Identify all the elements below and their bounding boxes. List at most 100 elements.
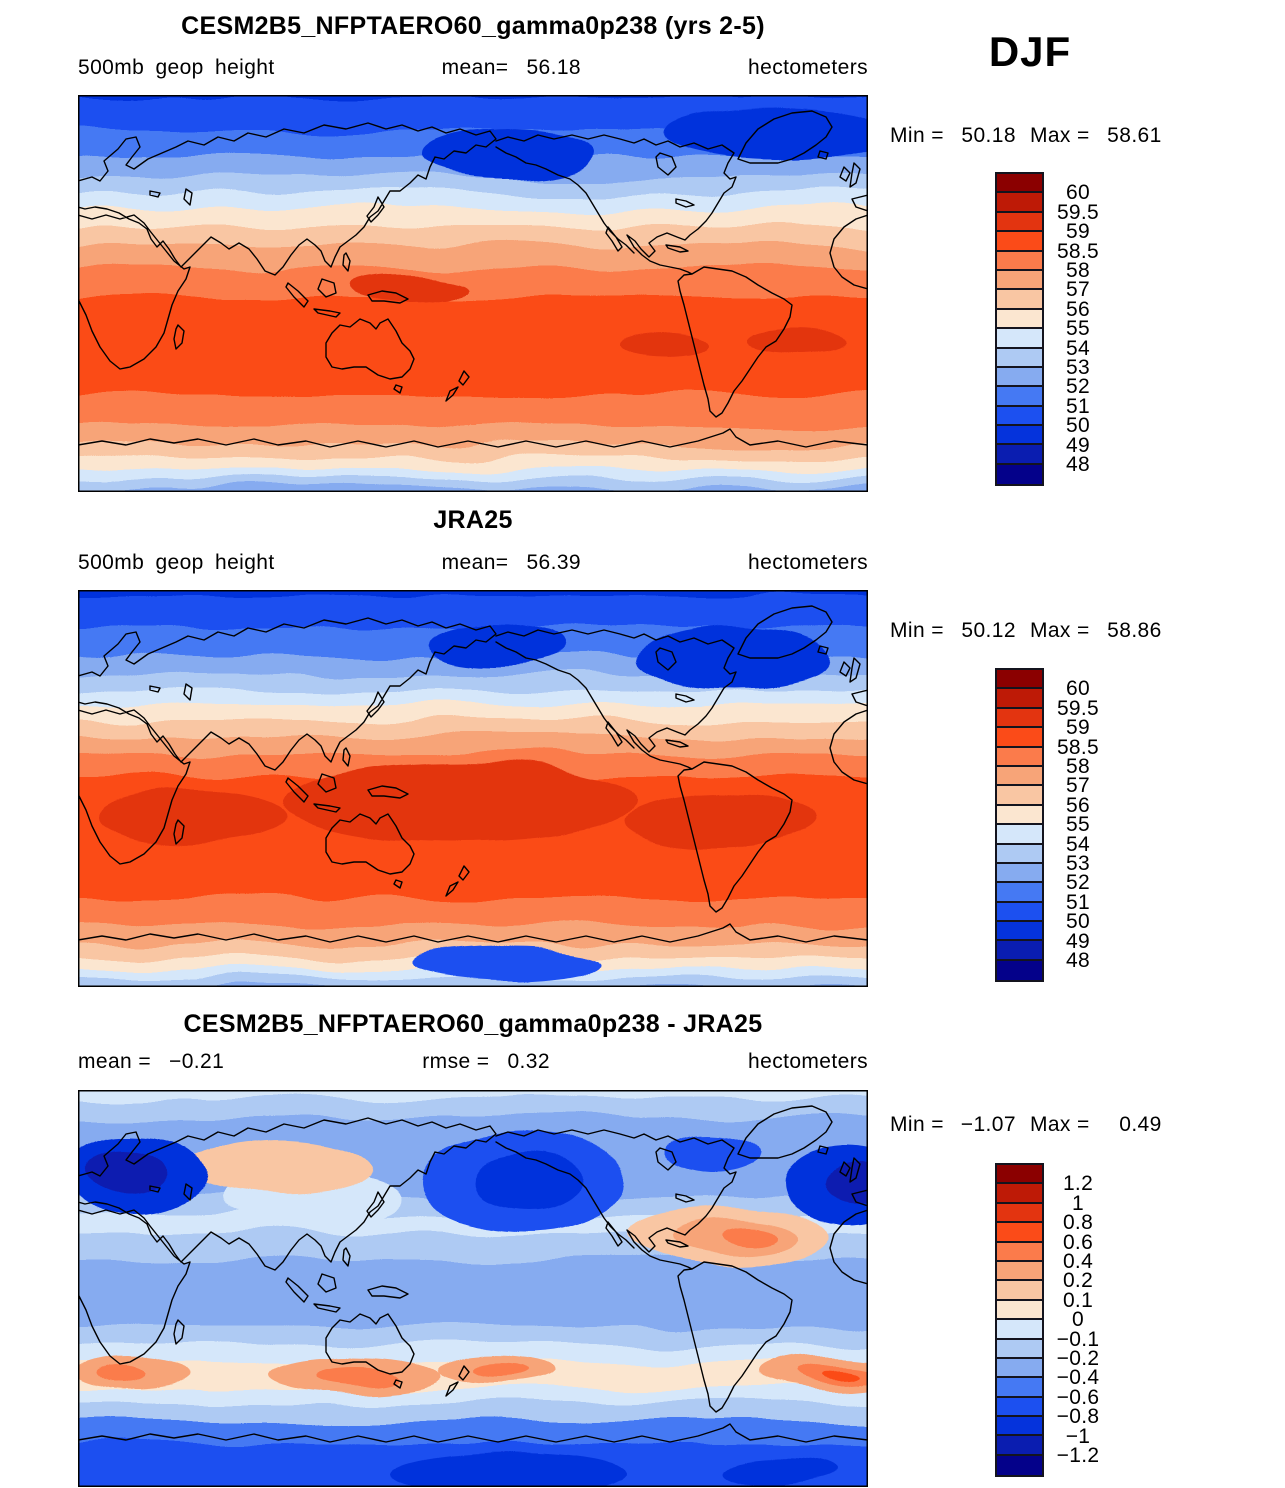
panel2-max-value: 58.86 — [1107, 619, 1162, 642]
colorbar-box — [997, 863, 1042, 884]
colorbar-box — [997, 708, 1042, 729]
panel2-field-label: 500mb geop height — [78, 551, 275, 574]
colorbar-box — [997, 825, 1042, 845]
colorbar-box — [997, 348, 1042, 368]
contour-map-model — [78, 95, 868, 492]
colorbar-box — [997, 1339, 1042, 1359]
colorbar-tick-label: 59.5 — [1056, 200, 1100, 224]
panel2-title: JRA25 — [433, 506, 513, 534]
map-frame — [78, 590, 868, 987]
panel2-min-value: 50.12 — [961, 619, 1016, 642]
colorbar-box — [997, 270, 1042, 291]
colorbar-box — [997, 922, 1042, 942]
panel2-mean-label: mean= — [441, 551, 509, 574]
panel2-mean-value: 56.39 — [526, 551, 582, 574]
colorbar-tick-label: −0.6 — [1056, 1385, 1100, 1409]
colorbar-box — [997, 426, 1042, 446]
contour-field — [78, 590, 868, 987]
colorbar-box — [997, 1320, 1042, 1340]
colorbar-tick-label: 51 — [1066, 890, 1090, 914]
colorbar-box — [997, 251, 1042, 271]
panel3-rmse: rmse = 0.32 — [422, 1050, 550, 1074]
colorbar-box — [997, 212, 1042, 233]
colorbar-tick-label: 53 — [1066, 852, 1090, 875]
panel1-colorbar: 60 59.5 59 58.5 58 57 56 55 54 53 52 51 50 49 48 — [995, 172, 1195, 487]
colorbar-tick-label: −0.1 — [1056, 1327, 1100, 1351]
colorbar-tick-label: 48 — [1066, 949, 1090, 972]
panel2-minmax: Min = 50.12 Max = 58.86 — [890, 619, 1162, 643]
colorbar-tick-label: 59.5 — [1056, 696, 1100, 720]
colorbar-tick-label: 60 — [1066, 677, 1090, 701]
contour-map-difference — [78, 1090, 868, 1487]
panel3-rmse-label: rmse = — [422, 1050, 490, 1073]
panel1-max-value: 58.61 — [1107, 124, 1162, 147]
panel1-title: CESM2B5_NFPTAERO60_gamma0p238 (yrs 2-5) — [181, 12, 765, 40]
colorbar-box — [997, 1281, 1042, 1301]
contour-map-reanalysis — [78, 590, 868, 987]
colorbar-tick-label: 0.2 — [1062, 1269, 1094, 1293]
colorbar-box — [997, 883, 1042, 903]
colorbar-tick-label: 57 — [1066, 774, 1090, 798]
colorbar-tick-label: 58 — [1066, 259, 1090, 282]
colorbar-box — [997, 1203, 1042, 1224]
panel1-max-label: Max = — [1029, 124, 1090, 147]
colorbar-tick-label: 0 — [1072, 1308, 1084, 1332]
colorbar-box — [997, 902, 1042, 923]
panel1-mean: mean= 56.18 — [442, 56, 581, 80]
colorbar-box — [997, 1165, 1042, 1185]
colorbar-tick-label: 0.6 — [1062, 1230, 1094, 1254]
colorbar-box — [997, 406, 1042, 427]
colorbar-box — [997, 1300, 1042, 1321]
colorbar-tick-label: 50 — [1066, 910, 1090, 934]
colorbar-boxes — [995, 668, 1044, 983]
colorbar-tick-label: 58 — [1066, 755, 1090, 778]
season-label: DJF — [988, 28, 1072, 75]
colorbar-tick-label: 0.4 — [1062, 1250, 1094, 1273]
panel2-colorbar: 60 59.5 59 58.5 58 57 56 55 54 53 52 51 50 49 48 — [995, 668, 1195, 983]
panel3-statsrow: mean = −0.21 rmse = 0.32 hectometers — [78, 1050, 868, 1074]
colorbar-box — [997, 1397, 1042, 1418]
panel1-minmax: Min = 50.18 Max = 58.61 — [890, 124, 1162, 148]
colorbar-tick-label: 49 — [1066, 433, 1090, 457]
colorbar-box — [997, 329, 1042, 349]
panel1-mean-label: mean= — [441, 56, 509, 79]
panel3-rmse-value: 0.32 — [507, 1050, 550, 1073]
colorbar-box — [997, 728, 1042, 748]
colorbar-box — [997, 960, 1042, 981]
colorbar-box — [997, 1417, 1042, 1437]
colorbar-box — [997, 1455, 1042, 1476]
colorbar-box — [997, 464, 1042, 485]
panel3-title: CESM2B5_NFPTAERO60_gamma0p238 - JRA25 — [183, 1010, 763, 1038]
panel1-units: hectometers — [748, 56, 868, 79]
panel3-mean-value: −0.21 — [169, 1050, 225, 1073]
colorbar-tick-label: 48 — [1066, 453, 1090, 476]
panel2-min-label: Min = — [890, 619, 944, 642]
colorbar-box — [997, 1436, 1042, 1456]
colorbar-box — [997, 290, 1042, 310]
colorbar-box — [997, 193, 1042, 213]
contour-field — [78, 1090, 868, 1487]
colorbar-tick-label: −1 — [1065, 1424, 1091, 1448]
colorbar-tick-label: 55 — [1066, 317, 1090, 341]
colorbar-box — [997, 232, 1042, 252]
panel2-units: hectometers — [748, 551, 868, 574]
colorbar-box — [997, 387, 1042, 407]
colorbar-tick-label: 54 — [1066, 336, 1090, 360]
colorbar-tick-label: 1 — [1072, 1191, 1084, 1215]
colorbar-tick-label: 53 — [1066, 356, 1090, 379]
colorbar-box — [997, 1223, 1042, 1243]
colorbar-tick-label: 52 — [1066, 375, 1090, 399]
colorbar-box — [997, 786, 1042, 806]
colorbar-box — [997, 1261, 1042, 1282]
colorbar-box — [997, 1242, 1042, 1262]
colorbar-tick-label: 49 — [1066, 929, 1090, 953]
colorbar-box — [997, 1358, 1042, 1379]
panel3-colorbar: 1.2 1 0.8 0.6 0.4 0.2 0.1 0 −0.1 −0.2 −0.4 −0.6 −0.8… — [995, 1163, 1195, 1478]
panel3-minmax: Min = −1.07 Max = 0.49 — [890, 1113, 1162, 1137]
panel3-mean: mean = −0.21 — [78, 1050, 224, 1074]
colorbar-tick-label: 52 — [1066, 871, 1090, 895]
colorbar-tick-label: 51 — [1066, 394, 1090, 418]
colorbar-tick-label: 58.5 — [1056, 239, 1100, 263]
panel1-subrow: 500mb geop height mean= 56.18 hectometer… — [78, 56, 868, 80]
panel3-min-value: −1.07 — [960, 1113, 1016, 1136]
